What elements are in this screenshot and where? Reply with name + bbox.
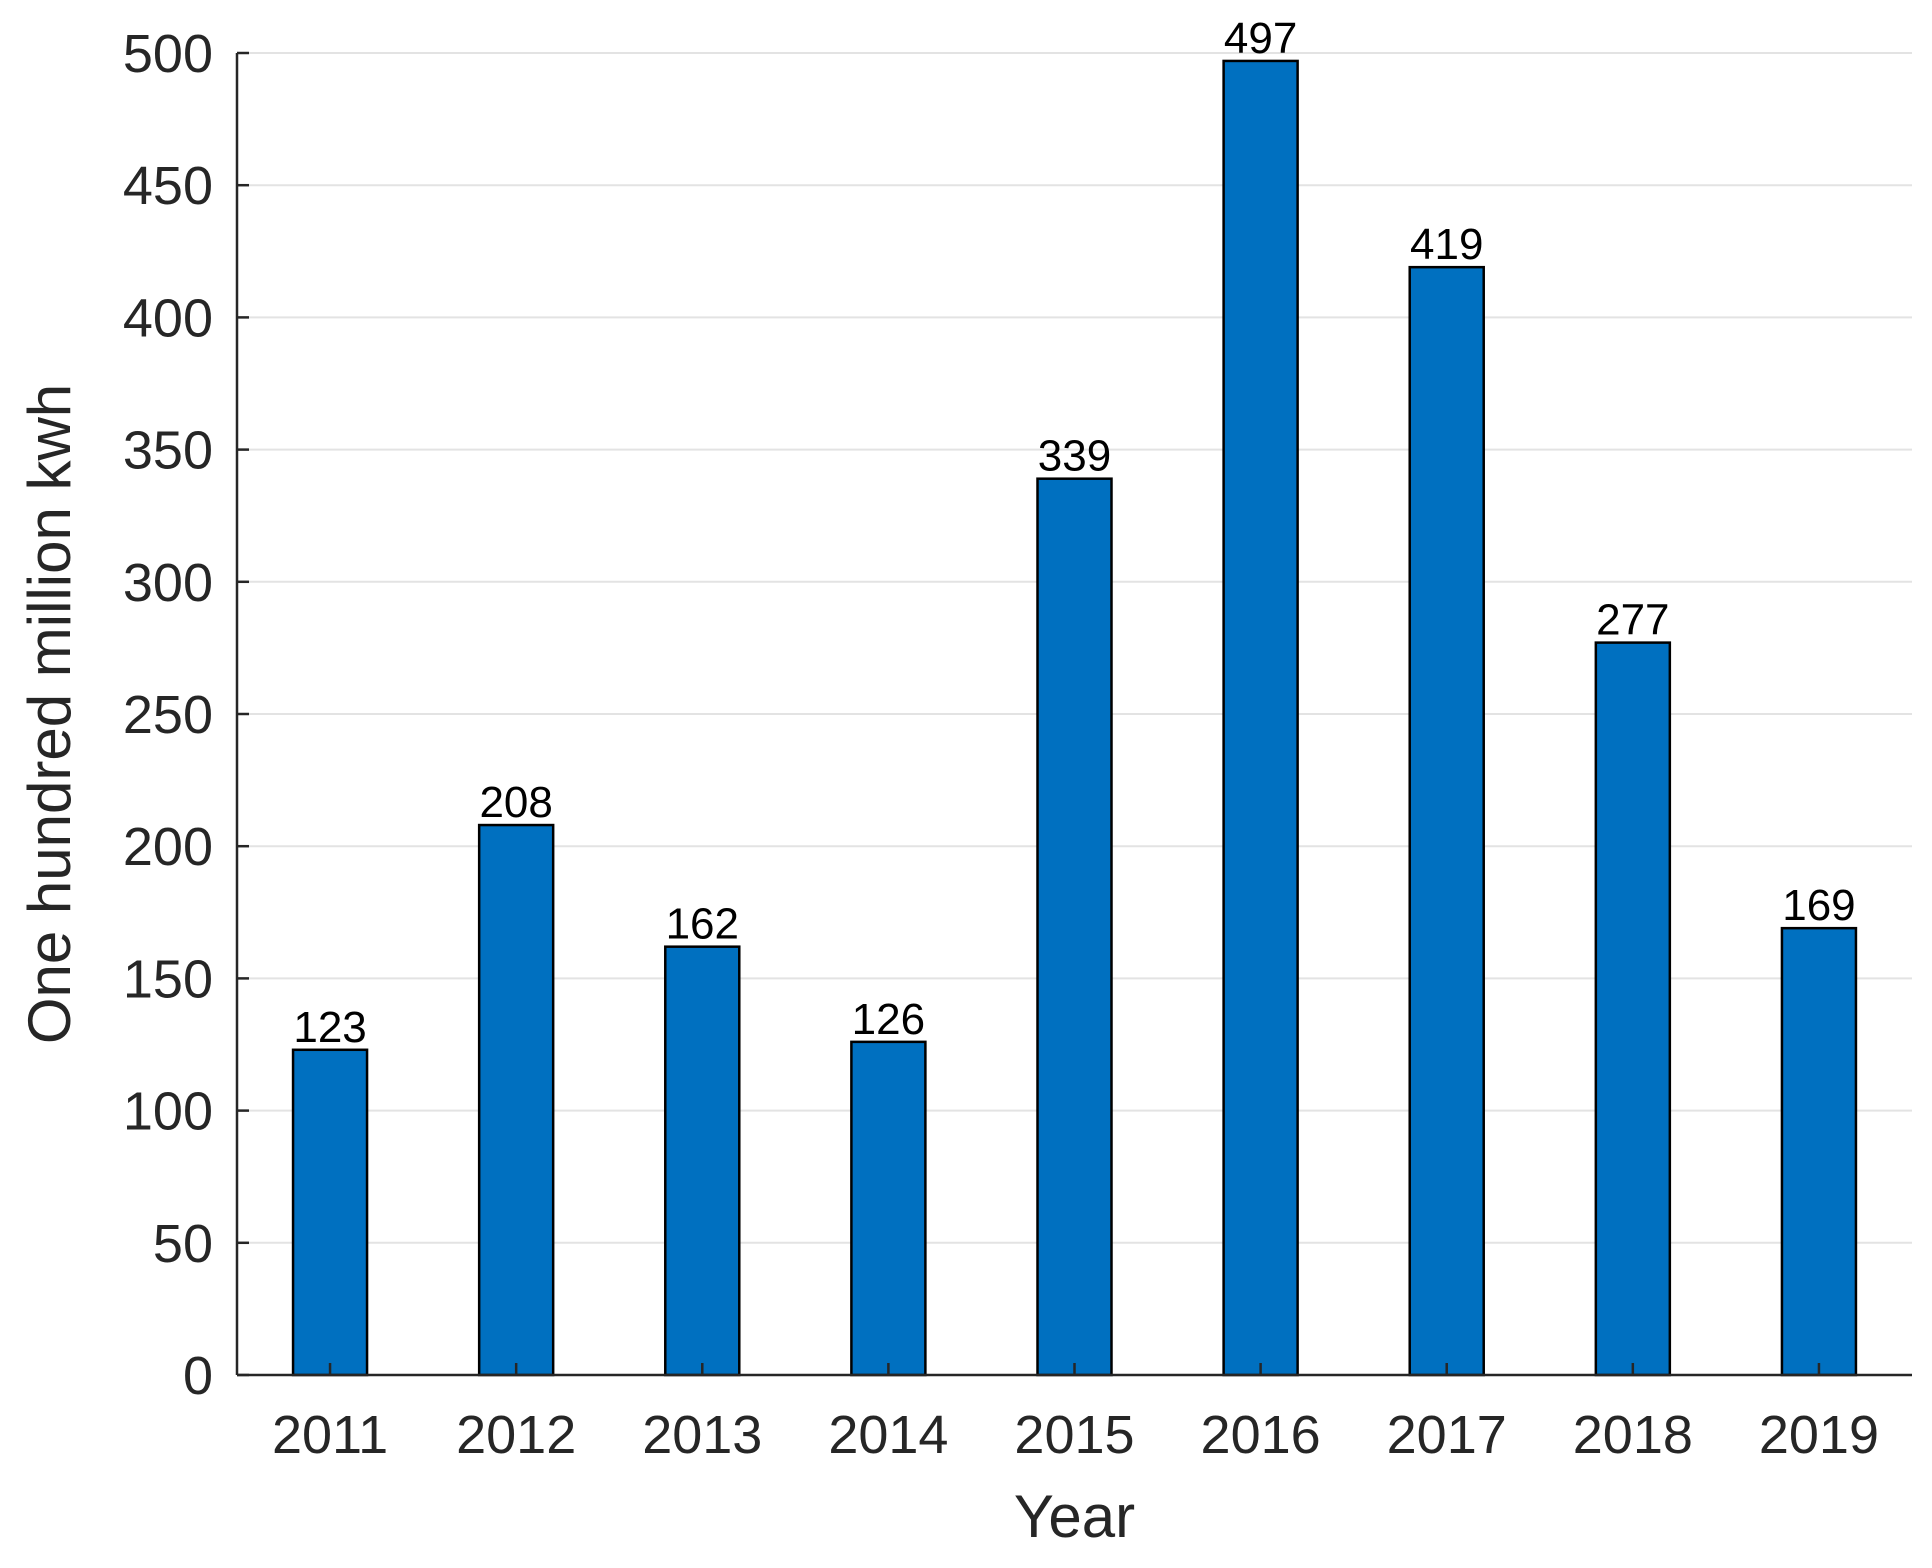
y-tick-label: 300 — [123, 553, 213, 613]
y-tick-label: 100 — [123, 1082, 213, 1142]
x-tick-label-2011: 2011 — [272, 1405, 388, 1465]
x-tick-label-2018: 2018 — [1573, 1405, 1693, 1465]
data-labels: 123 208 162 126 339 497 419 277 169 — [293, 14, 1855, 1052]
data-label-2017: 419 — [1410, 220, 1483, 269]
data-label-2011: 123 — [293, 1003, 366, 1052]
bar-2018 — [1594, 641, 1672, 1377]
y-tick-label: 50 — [153, 1214, 213, 1274]
data-label-2013: 162 — [666, 900, 739, 949]
x-tick-label-2012: 2012 — [456, 1405, 576, 1465]
bar-2013 — [664, 945, 741, 1377]
x-tick-label-2019: 2019 — [1759, 1405, 1879, 1465]
x-tick-label-2017: 2017 — [1387, 1405, 1507, 1465]
bar-2012 — [477, 823, 555, 1377]
x-tick-label-2014: 2014 — [828, 1405, 948, 1465]
x-tick-label-2013: 2013 — [642, 1405, 762, 1465]
bar-2011 — [291, 1048, 369, 1377]
y-tick-label: 450 — [123, 156, 213, 216]
bar-2016 — [1222, 59, 1299, 1377]
data-label-2018: 277 — [1596, 596, 1669, 645]
bar-2017 — [1408, 265, 1485, 1377]
data-label-2014: 126 — [852, 995, 925, 1044]
y-axis-title: One hundred million kwh — [16, 384, 83, 1044]
data-label-2016: 497 — [1224, 14, 1297, 63]
y-tick-label: 250 — [123, 685, 213, 745]
y-tick-label: 350 — [123, 421, 213, 481]
y-tick-labels: 0 50 100 150 200 250 300 350 400 450 500 — [123, 24, 249, 1406]
x-tick-label-2015: 2015 — [1014, 1405, 1134, 1465]
y-tick-label: 0 — [183, 1346, 213, 1406]
y-tick-label: 200 — [123, 817, 213, 877]
data-label-2015: 339 — [1038, 432, 1111, 481]
bar-2014 — [850, 1040, 927, 1377]
x-tick-label-2016: 2016 — [1201, 1405, 1321, 1465]
x-axis-title: Year — [1014, 1483, 1135, 1550]
y-tick-label: 500 — [123, 24, 213, 84]
data-label-2019: 169 — [1782, 881, 1855, 930]
data-label-2012: 208 — [479, 778, 552, 827]
y-tick-label: 400 — [123, 288, 213, 348]
y-tick-label: 150 — [123, 949, 213, 1009]
bar-2019 — [1780, 926, 1858, 1377]
bars — [291, 59, 1858, 1377]
bar-2015 — [1036, 477, 1113, 1377]
x-tick-labels: 2011 2012 2013 2014 2015 2016 2017 2018 2019 — [272, 1363, 1879, 1465]
